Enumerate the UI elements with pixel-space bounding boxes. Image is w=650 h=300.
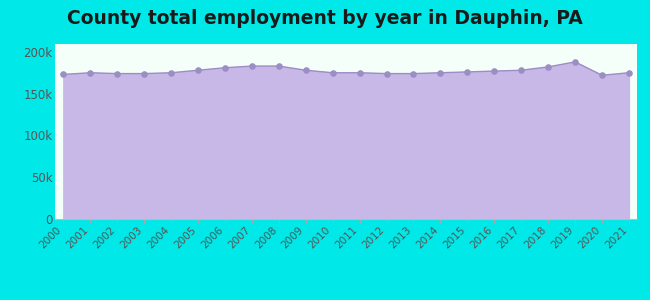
Point xyxy=(624,70,634,75)
Point xyxy=(166,70,176,75)
Point xyxy=(354,70,365,75)
Point xyxy=(300,68,311,73)
Point xyxy=(246,64,257,68)
Point xyxy=(462,70,473,74)
Point xyxy=(597,73,607,78)
Point xyxy=(382,71,392,76)
Point xyxy=(489,69,499,74)
Point xyxy=(570,59,580,64)
Point xyxy=(543,64,553,69)
Point xyxy=(516,68,526,73)
Point xyxy=(328,70,338,75)
Point xyxy=(274,64,284,68)
Point xyxy=(408,71,419,76)
Point xyxy=(85,70,96,75)
Point xyxy=(193,68,203,73)
Point xyxy=(58,72,68,77)
Point xyxy=(220,65,230,70)
Point xyxy=(436,70,446,75)
Point xyxy=(112,71,122,76)
Point xyxy=(139,71,150,76)
Text: County total employment by year in Dauphin, PA: County total employment by year in Dauph… xyxy=(67,9,583,28)
